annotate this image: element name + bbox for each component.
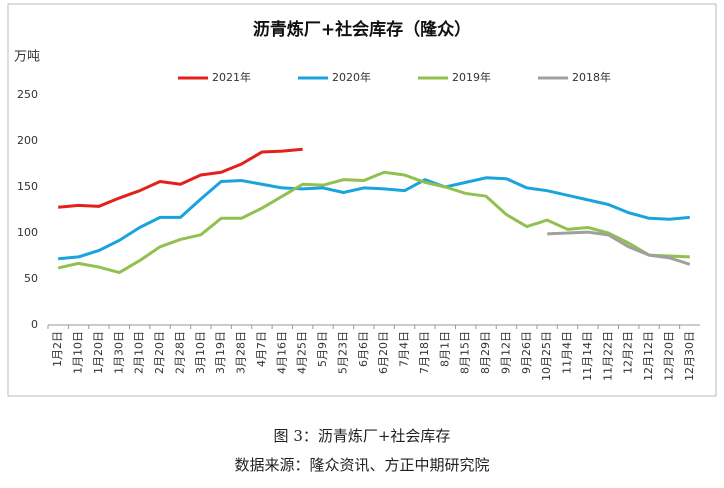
chart-title: 沥青炼厂+社会库存（隆众） [253,19,471,40]
x-tick-label: 12月12日 [642,331,655,381]
x-tick-label: 2月28日 [173,331,186,374]
x-tick-label: 9月12日 [499,331,512,374]
x-tick-label: 1月2日 [51,331,64,367]
line-series [58,176,690,261]
x-tick-label: 4月7日 [255,331,268,367]
line-series [57,170,690,275]
x-tick-label: 1月10日 [72,331,85,374]
x-tick-label: 12月2日 [622,331,635,374]
x-tick-label: 6月6日 [357,331,370,367]
figure-caption: 图 3：沥青炼厂+社会库存 [274,427,451,445]
source: 数据来源：隆众资讯、方正中期研究院 [234,456,489,474]
line-series [547,230,691,266]
x-tick-label: 2月10日 [133,331,146,374]
x-tick-label: 5月23日 [336,331,349,374]
x-tick-label: 12月20日 [662,331,675,381]
chart-frame [7,3,717,397]
x-tick-label: 3月10日 [194,331,207,374]
x-tick-label: 10月25日 [540,331,553,381]
x-tick-label: 1月20日 [92,331,105,374]
x-tick-label: 11月22日 [601,331,614,381]
x-tick-label: 11月4日 [561,331,574,374]
x-tick-label: 8月29日 [479,331,492,374]
x-tick-label: 7月4日 [398,331,411,367]
x-tick-label: 7月18日 [418,331,431,374]
x-tick-label: 5月9日 [316,331,329,367]
x-tick-label: 1月30日 [112,331,125,374]
x-tick-label: 8月1日 [438,331,451,367]
y-tick-label: 200 [17,134,38,147]
y-tick-label: 0 [31,318,38,331]
y-unit: 万吨 [14,50,40,65]
x-tick-label: 6月20日 [377,331,390,374]
x-tick-label: 3月28日 [235,331,248,374]
x-tick-label: 9月26日 [520,331,533,374]
y-tick-label: 100 [17,226,38,239]
x-tick-label: 8月15日 [459,331,472,374]
y-tick-label: 50 [24,272,38,285]
x-tick-label: 12月30日 [683,331,696,381]
legend-label: 2020年 [332,70,371,84]
legend-label: 2018年 [572,70,611,84]
y-tick-label: 250 [17,88,38,101]
legend-label: 2021年 [212,70,251,84]
legend-label: 2019年 [452,70,491,84]
x-tick-label: 2月20日 [153,331,166,374]
line-series [58,147,303,209]
x-tick-label: 3月19日 [214,331,227,374]
x-tick-label: 11月14日 [581,331,594,381]
x-tick-label: 4月16日 [275,331,288,374]
x-tick-label: 4月25日 [296,331,309,374]
y-tick-label: 150 [17,180,38,193]
